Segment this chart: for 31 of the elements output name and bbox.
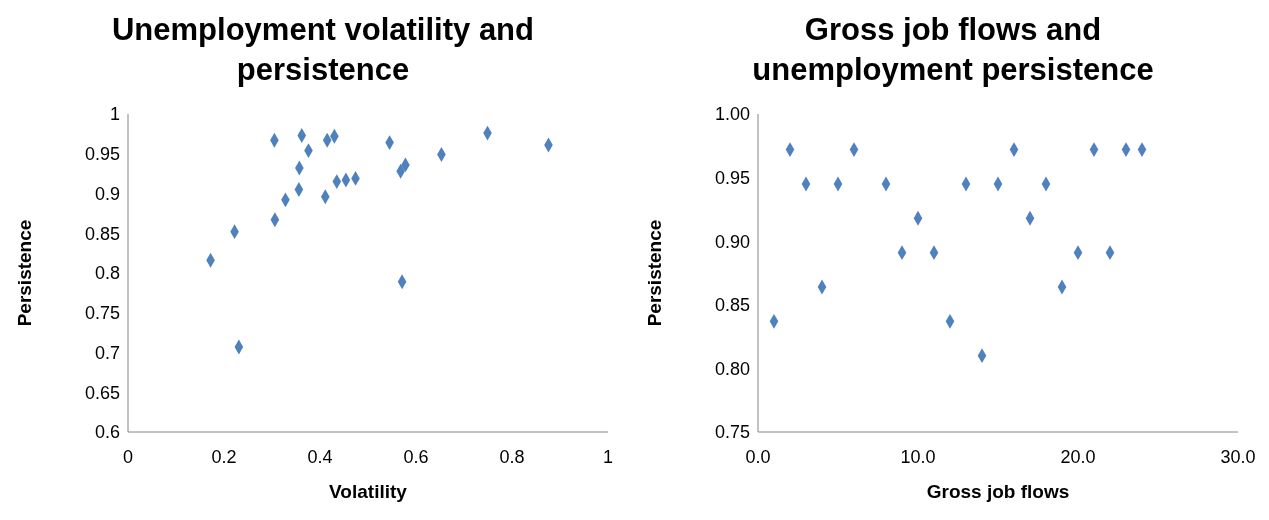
chart-title: Gross job flows and unemployment persistence — [751, 11, 1155, 89]
x-tick-label: 30.0 — [1220, 446, 1256, 467]
x-axis-title: Volatility — [329, 481, 408, 502]
y-axis-title: Persistence — [643, 219, 665, 327]
y-tick-label: 0.95 — [84, 144, 120, 165]
x-axis-title: Gross job flows — [926, 481, 1070, 502]
y-tick-label: 0.6 — [94, 422, 120, 443]
x-tick-label: 0.6 — [403, 446, 429, 467]
y-tick-label: 1.00 — [714, 104, 750, 125]
x-tick-label: 0.8 — [499, 446, 525, 467]
y-tick-label: 0.85 — [84, 223, 120, 244]
x-tick-label: 0 — [122, 446, 134, 467]
y-tick-label: 0.9 — [94, 183, 120, 204]
x-tick-label: 0.2 — [211, 446, 237, 467]
x-tick-label: 10.0 — [900, 446, 936, 467]
x-tick-label: 20.0 — [1060, 446, 1096, 467]
y-tick-label: 0.65 — [84, 382, 120, 403]
y-tick-label: 0.80 — [714, 358, 750, 379]
y-axis-title: Persistence — [13, 219, 35, 327]
x-tick-label: 0.0 — [745, 446, 771, 467]
y-tick-label: 0.75 — [714, 422, 750, 443]
y-tick-label: 0.85 — [714, 295, 750, 316]
y-tick-label: 0.90 — [714, 231, 750, 252]
chart-title: Unemployment volatility and persistence — [111, 11, 535, 89]
y-tick-label: 0.95 — [714, 167, 750, 188]
y-tick-label: 0.7 — [94, 342, 120, 363]
x-tick-label: 1 — [602, 446, 614, 467]
y-tick-label: 1 — [109, 104, 120, 125]
y-tick-label: 0.75 — [84, 303, 120, 324]
y-tick-label: 0.8 — [94, 263, 120, 284]
x-tick-label: 0.4 — [307, 446, 333, 467]
